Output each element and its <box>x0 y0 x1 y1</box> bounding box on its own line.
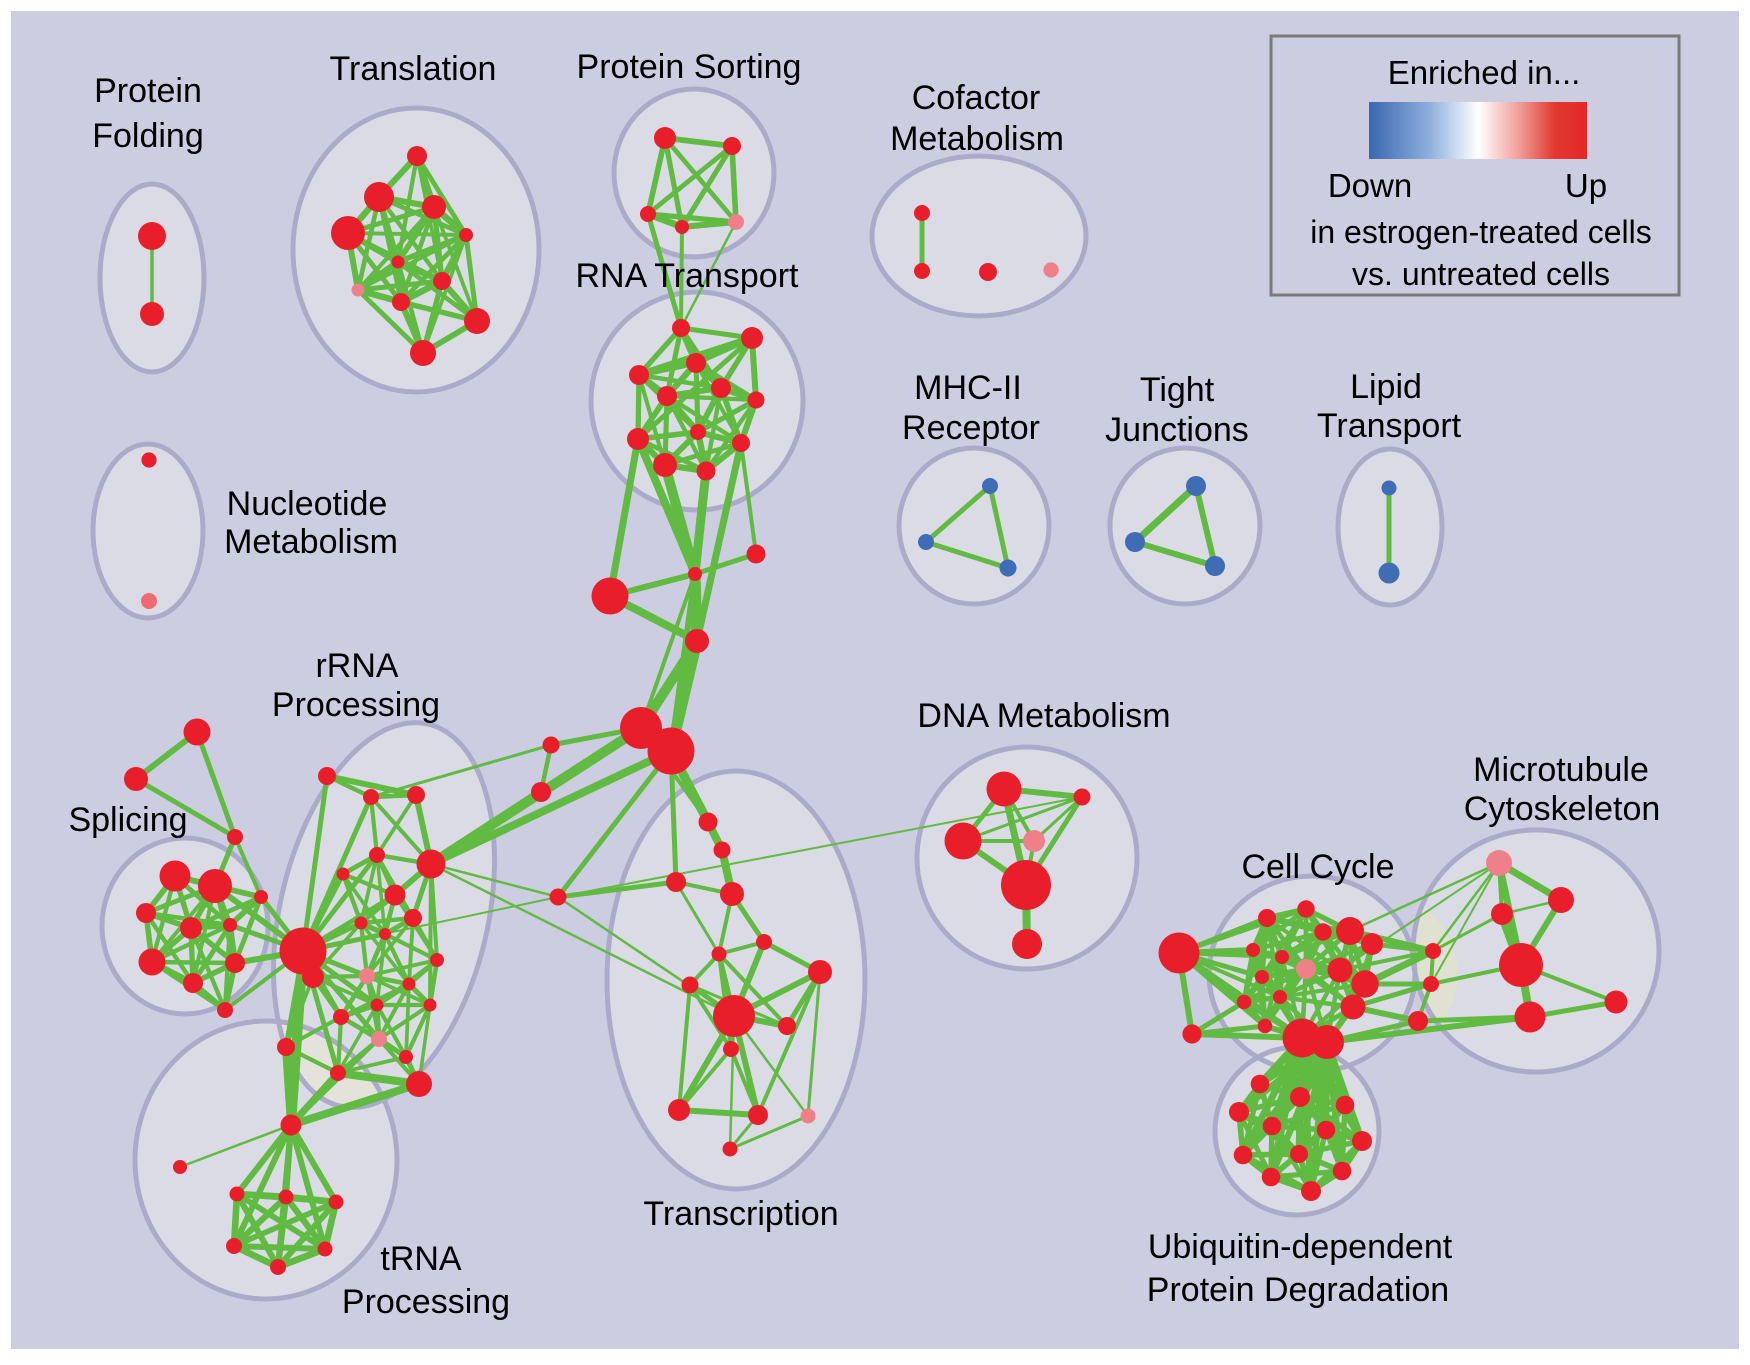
svg-text:Protein Sorting: Protein Sorting <box>577 48 802 86</box>
svg-text:Nucleotide: Nucleotide <box>227 485 388 523</box>
svg-text:Lipid: Lipid <box>1350 368 1422 406</box>
svg-text:Protein: Protein <box>94 72 202 110</box>
svg-text:tRNA: tRNA <box>380 1240 462 1278</box>
svg-text:DNA Metabolism: DNA Metabolism <box>917 697 1170 735</box>
svg-text:Translation: Translation <box>330 50 497 88</box>
svg-text:Cytoskeleton: Cytoskeleton <box>1464 790 1661 828</box>
svg-text:Ubiquitin-dependent: Ubiquitin-dependent <box>1148 1228 1453 1266</box>
svg-text:in estrogen-treated cells: in estrogen-treated cells <box>1310 214 1652 250</box>
svg-text:Enriched in...: Enriched in... <box>1388 54 1581 91</box>
svg-text:Processing: Processing <box>272 686 440 724</box>
svg-text:Metabolism: Metabolism <box>890 120 1064 158</box>
svg-text:Transcription: Transcription <box>643 1195 838 1233</box>
svg-text:Cell Cycle: Cell Cycle <box>1241 848 1394 886</box>
svg-text:RNA Transport: RNA Transport <box>576 257 800 295</box>
svg-text:Splicing: Splicing <box>68 801 187 839</box>
svg-text:Junctions: Junctions <box>1105 411 1249 449</box>
svg-text:Down: Down <box>1328 167 1412 204</box>
svg-text:Cofactor: Cofactor <box>912 79 1041 117</box>
svg-text:Microtubule: Microtubule <box>1473 751 1649 789</box>
svg-text:Metabolism: Metabolism <box>224 523 398 561</box>
svg-text:Folding: Folding <box>92 117 204 155</box>
svg-text:Up: Up <box>1565 167 1607 204</box>
svg-text:MHC-II: MHC-II <box>914 369 1022 407</box>
svg-text:Processing: Processing <box>342 1283 510 1321</box>
svg-text:Protein Degradation: Protein Degradation <box>1147 1271 1449 1309</box>
svg-text:Transport: Transport <box>1317 407 1462 445</box>
svg-text:rRNA: rRNA <box>315 647 398 685</box>
svg-text:Tight: Tight <box>1140 371 1215 409</box>
svg-text:vs. untreated cells: vs. untreated cells <box>1352 256 1610 292</box>
svg-text:Receptor: Receptor <box>902 409 1040 447</box>
